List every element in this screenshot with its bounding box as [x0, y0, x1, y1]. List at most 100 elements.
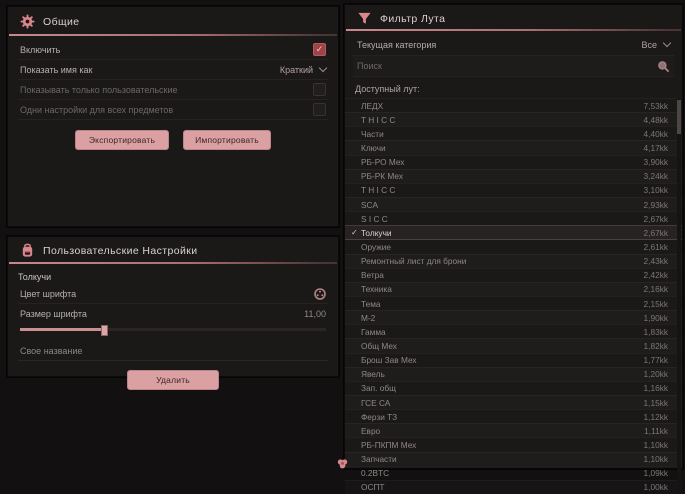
loot-row[interactable]: Гамма 1,83kk [345, 324, 682, 338]
loot-row[interactable]: Ключи 4,17kk [345, 140, 682, 154]
loot-item-name: Общ Мех [361, 340, 397, 351]
loot-item-value: 1,10kk [643, 454, 668, 465]
custom-only-label: Показывать только пользовательские [20, 84, 178, 95]
import-button[interactable]: Импортировать [183, 130, 271, 150]
category-label: Текущая категория [357, 39, 437, 50]
loot-item-name: Части [361, 128, 384, 139]
loot-item-name: T H I C C [361, 185, 396, 196]
general-panel: Общие Включить ✓ Показать имя как Кратки… [7, 6, 339, 227]
custom-name-input[interactable]: Свое название [18, 341, 328, 361]
delete-button[interactable]: Удалить [127, 370, 219, 390]
setting-row-custom-only[interactable]: Показывать только пользовательские [18, 80, 328, 100]
loot-row[interactable]: Зап. общ 1,16kk [345, 381, 682, 395]
loot-item-value: 7,53kk [643, 100, 668, 111]
loot-item-name: Зап. общ [361, 383, 396, 394]
loot-item-name: SCA [361, 199, 379, 210]
loot-item-name: ГСЕ СА [361, 397, 391, 408]
loot-row[interactable]: М-2 1,90kk [345, 310, 682, 324]
loot-row[interactable]: Части 4,40kk [345, 126, 682, 140]
user-settings-underline [9, 262, 337, 264]
loot-item-value: 1,77kk [643, 355, 668, 366]
loot-item-value: 3,10kk [643, 185, 668, 196]
loot-item-name: Ключи [361, 142, 386, 153]
bottom-handle-icon[interactable] [337, 458, 348, 470]
loot-item-name: T H I C C [361, 114, 396, 125]
loot-item-value: 3,90kk [643, 157, 668, 168]
loot-row[interactable]: Евро 1,11kk [345, 423, 682, 437]
category-select[interactable]: Все [641, 38, 672, 50]
category-value: Все [641, 39, 657, 50]
loot-row[interactable]: Общ Мех 1,82kk [345, 338, 682, 352]
loot-row[interactable]: T H I C C 4,48kk [345, 112, 682, 126]
loot-item-value: 1,16kk [643, 383, 668, 394]
loot-row[interactable]: S I C C 2,67kk [345, 211, 682, 225]
palette-icon[interactable] [314, 287, 326, 300]
category-row[interactable]: Текущая категория Все [353, 34, 674, 56]
scrollbar[interactable] [677, 98, 681, 494]
search-placeholder: Поиск [357, 61, 382, 71]
loot-row[interactable]: РБ-РК Мех 3,24kk [345, 169, 682, 183]
font-color-row[interactable]: Цвет шрифта [18, 284, 328, 304]
loot-item-value: 1,09kk [643, 468, 668, 479]
slider-fill [20, 328, 103, 331]
backpack-icon [22, 243, 33, 257]
loot-item-value: 1,83kk [643, 326, 668, 337]
loot-item-name: Толкучи [361, 227, 392, 238]
loot-item-name: РБ-РО Мех [361, 157, 405, 168]
loot-item-value: 2,43kk [643, 256, 668, 267]
loot-list: ЛЕДХ 7,53kk T H I C C 4,48kk Части 4,40kk Ключ… [345, 98, 682, 494]
setting-row-enable[interactable]: Включить ✓ [18, 40, 328, 60]
enable-label: Включить [20, 44, 61, 55]
loot-row[interactable]: T H I C C 3,10kk [345, 183, 682, 197]
loot-row[interactable]: ЛЕДХ 7,53kk [345, 98, 682, 112]
check-icon: ✓ [351, 228, 358, 238]
font-size-label: Размер шрифта [20, 308, 87, 319]
setting-row-name-mode[interactable]: Показать имя как Краткий [18, 60, 328, 80]
loot-item-name: Ветра [361, 270, 384, 281]
loot-filter-panel: Фильтр Лута Текущая категория Все Поиск … [344, 4, 683, 494]
same-settings-label: Одни настройки для всех предметов [20, 104, 174, 115]
scrollbar-thumb[interactable] [677, 100, 681, 134]
loot-row[interactable]: Ветра 2,42kk [345, 268, 682, 282]
loot-item-value: 2,15kk [643, 298, 668, 309]
chevron-down-icon [662, 38, 672, 48]
loot-row[interactable]: Оружие 2,61kk [345, 239, 682, 253]
search-field[interactable]: Поиск [353, 56, 674, 77]
loot-item-name: Ремонтный лист для брони [361, 256, 467, 267]
search-icon[interactable] [657, 60, 670, 73]
loot-row[interactable]: РБ-РО Мех 3,90kk [345, 155, 682, 169]
loot-row[interactable]: Запчасти 1,10kk [345, 452, 682, 466]
font-size-row: Размер шрифта 11,00 [18, 304, 328, 323]
loot-item-value: 1,90kk [643, 312, 668, 323]
same-settings-checkbox[interactable] [313, 103, 326, 116]
loot-row[interactable]: ОСПТ 1,00kk [345, 480, 682, 494]
name-mode-label: Показать имя как [20, 64, 93, 75]
loot-row[interactable]: РБ-ПКПМ Мех 1,10kk [345, 437, 682, 451]
loot-row[interactable]: Брош Зав Мех 1,77kk [345, 353, 682, 367]
loot-row[interactable]: Ферзи ТЗ 1,12kk [345, 409, 682, 423]
loot-row[interactable]: ГСЕ СА 1,15kk [345, 395, 682, 409]
loot-row[interactable]: Тема 2,15kk [345, 296, 682, 310]
export-button[interactable]: Экспортировать [75, 130, 169, 150]
loot-row[interactable]: Явель 1,20kk [345, 367, 682, 381]
loot-row[interactable]: Ремонтный лист для брони 2,43kk [345, 254, 682, 268]
loot-filter-underline [346, 29, 681, 31]
loot-item-value: 4,48kk [643, 114, 668, 125]
loot-item-value: 1,15kk [643, 397, 668, 408]
name-mode-select[interactable]: Краткий [280, 63, 328, 75]
user-settings-panel: Пользовательские Настройки Толкучи Цвет … [7, 236, 339, 390]
loot-item-value: 1,00kk [643, 482, 668, 493]
loot-row[interactable]: SCA 2,93kk [345, 197, 682, 211]
slider-thumb[interactable] [100, 325, 108, 336]
font-size-value: 11,00 [304, 308, 326, 319]
loot-filter-header: Фильтр Лута [345, 5, 682, 29]
loot-row[interactable]: Техника 2,16kk [345, 282, 682, 296]
loot-item-value: 1,12kk [643, 411, 668, 422]
setting-row-same-settings[interactable]: Одни настройки для всех предметов [18, 100, 328, 120]
custom-only-checkbox[interactable] [313, 83, 326, 96]
enable-checkbox[interactable]: ✓ [313, 43, 326, 56]
loot-filter-title: Фильтр Лута [380, 12, 446, 25]
font-size-slider[interactable] [20, 325, 326, 336]
loot-item-name: Явель [361, 369, 385, 380]
loot-row[interactable]: ✓ Толкучи 2,67kk [345, 225, 682, 240]
